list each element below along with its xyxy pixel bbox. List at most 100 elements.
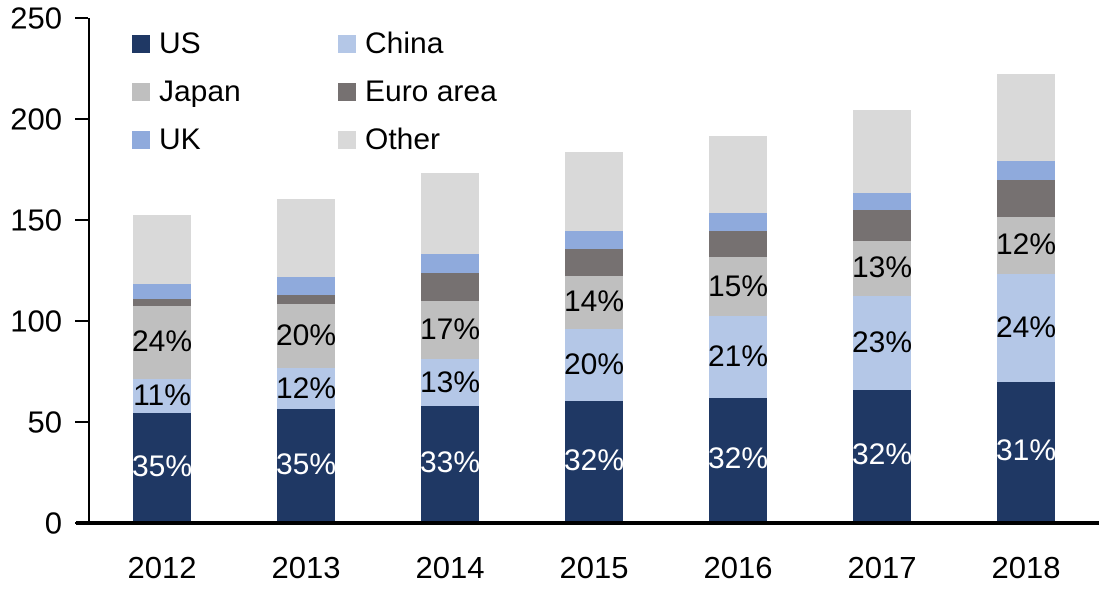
segment-china-2015: 20% xyxy=(563,329,625,401)
y-tick-mark xyxy=(75,17,88,19)
legend-swatch-china xyxy=(338,35,356,53)
segment-percentage-label: 20% xyxy=(563,347,625,381)
segment-percentage-label: 32% xyxy=(563,443,625,477)
bar-2012: 24% 11% 35% xyxy=(131,214,193,521)
segment-percentage-label: 35% xyxy=(275,447,337,481)
y-tick-label: 250 xyxy=(10,0,62,36)
segment-percentage-label: 23% xyxy=(851,325,913,359)
segment-us-2012: 35% xyxy=(131,412,193,521)
segment-japan-2013: 20% xyxy=(275,303,337,369)
legend-swatch-japan xyxy=(132,83,150,101)
segment-euro-area-2012 xyxy=(133,298,191,306)
segment-other-2012 xyxy=(133,214,191,284)
segment-uk-2015 xyxy=(565,231,623,250)
segment-percentage-label: 24% xyxy=(995,310,1057,344)
legend-label-euro-area: Euro area xyxy=(365,75,497,108)
y-axis-line xyxy=(88,18,90,525)
segment-other-2015 xyxy=(565,152,623,232)
legend-label-japan: Japan xyxy=(159,75,241,108)
legend-swatch-us xyxy=(132,35,150,53)
segment-us-2014: 33% xyxy=(419,405,481,521)
x-axis-label-2018: 2018 xyxy=(991,550,1061,585)
segment-percentage-label: 11% xyxy=(133,378,191,412)
x-axis-label-2012: 2012 xyxy=(127,550,197,585)
legend-swatch-euro-area xyxy=(338,83,356,101)
segment-percentage-label: 32% xyxy=(851,438,913,472)
legend-item-japan: Japan xyxy=(132,77,241,107)
y-tick-mark xyxy=(75,320,88,322)
segment-other-2016 xyxy=(709,136,767,213)
segment-percentage-label: 17% xyxy=(419,313,481,347)
segment-uk-2012 xyxy=(133,283,191,299)
segment-percentage-label: 20% xyxy=(275,319,337,353)
legend-label-uk: UK xyxy=(159,123,201,156)
segment-percentage-label: 33% xyxy=(419,446,481,480)
segment-uk-2017 xyxy=(853,192,911,210)
segment-percentage-label: 32% xyxy=(707,442,769,476)
y-tick-label: 100 xyxy=(10,303,62,339)
segment-other-2013 xyxy=(277,198,335,277)
segment-euro-area-2016 xyxy=(709,231,767,258)
segment-percentage-label: 13% xyxy=(851,251,913,285)
segment-other-2017 xyxy=(853,109,911,193)
segment-us-2017: 32% xyxy=(851,389,913,521)
bar-2013: 20% 12% 35% xyxy=(275,198,337,521)
segment-other-2014 xyxy=(421,172,479,255)
y-tick-label: 0 xyxy=(44,505,62,541)
segment-uk-2018 xyxy=(997,161,1055,180)
segment-china-2012: 11% xyxy=(133,378,191,413)
segment-euro-area-2017 xyxy=(853,209,911,242)
legend-label-us: US xyxy=(159,27,201,60)
y-tick-mark xyxy=(75,421,88,423)
bar-2017: 13% 23% 32% xyxy=(851,109,913,521)
y-tick-mark xyxy=(75,219,88,221)
segment-percentage-label: 12% xyxy=(275,371,337,405)
segment-euro-area-2014 xyxy=(421,272,479,301)
legend-item-us: US xyxy=(132,29,201,59)
segment-uk-2016 xyxy=(709,212,767,232)
segment-us-2016: 32% xyxy=(707,397,769,521)
segment-percentage-label: 14% xyxy=(563,285,625,319)
x-axis-label-2016: 2016 xyxy=(703,550,773,585)
bar-2018: 12% 24% 31% xyxy=(995,73,1057,521)
segment-percentage-label: 13% xyxy=(419,365,481,399)
y-tick-label: 200 xyxy=(10,101,62,137)
segment-euro-area-2015 xyxy=(565,249,623,276)
segment-percentage-label: 21% xyxy=(707,339,769,373)
segment-china-2013: 12% xyxy=(275,368,337,409)
x-axis-label-2015: 2015 xyxy=(559,550,629,585)
segment-euro-area-2013 xyxy=(277,294,335,304)
segment-us-2013: 35% xyxy=(275,408,337,521)
segment-other-2018 xyxy=(997,73,1055,162)
segment-percentage-label: 12% xyxy=(995,228,1057,262)
segment-uk-2014 xyxy=(421,254,479,273)
segment-us-2018: 31% xyxy=(995,381,1057,521)
legend-label-china: China xyxy=(365,27,444,60)
segment-uk-2013 xyxy=(277,276,335,295)
segment-china-2014: 13% xyxy=(419,359,481,406)
segment-percentage-label: 31% xyxy=(995,434,1057,468)
segment-percentage-label: 15% xyxy=(707,269,769,303)
segment-japan-2015: 14% xyxy=(563,275,625,330)
bar-2015: 14% 20% 32% xyxy=(563,152,625,521)
x-axis-line xyxy=(76,521,1099,525)
x-axis-label-2014: 2014 xyxy=(415,550,485,585)
bar-2014: 17% 13% 33% xyxy=(419,172,481,521)
legend-item-euro-area: Euro area xyxy=(338,77,497,107)
segment-japan-2012: 24% xyxy=(131,305,193,379)
segment-euro-area-2018 xyxy=(997,179,1055,217)
segment-japan-2018: 12% xyxy=(995,216,1057,274)
legend-swatch-uk xyxy=(132,131,150,149)
legend-item-uk: UK xyxy=(132,125,201,155)
segment-percentage-label: 35% xyxy=(131,449,193,483)
y-tick-label: 150 xyxy=(10,202,62,238)
segment-percentage-label: 24% xyxy=(131,325,193,359)
segment-us-2015: 32% xyxy=(563,400,625,521)
segment-china-2018: 24% xyxy=(995,273,1057,382)
y-tick-label: 50 xyxy=(27,404,62,440)
segment-japan-2017: 13% xyxy=(851,241,913,296)
segment-china-2016: 21% xyxy=(707,315,769,398)
legend-swatch-other xyxy=(338,131,356,149)
legend-item-other: Other xyxy=(338,125,440,155)
